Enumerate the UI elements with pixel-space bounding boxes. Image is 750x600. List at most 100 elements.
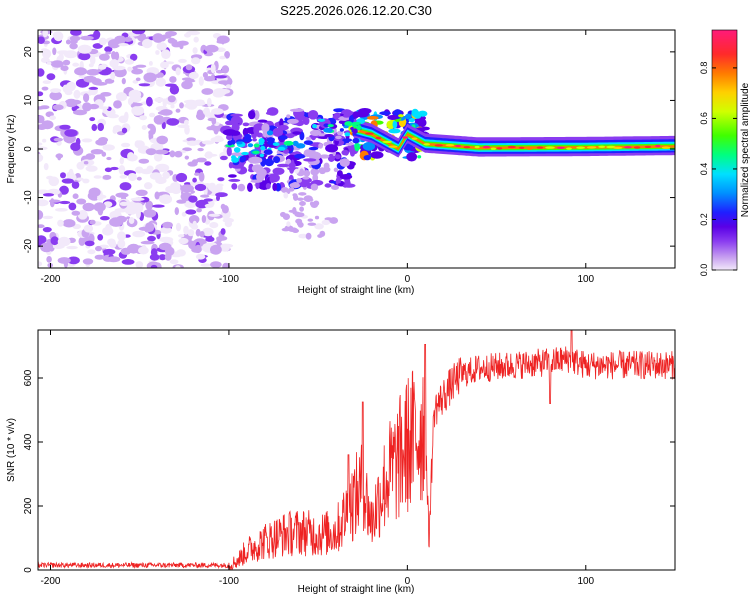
spectral-blob bbox=[141, 125, 147, 130]
spectral-blob bbox=[131, 102, 143, 107]
spectral-blob bbox=[55, 208, 68, 212]
spectral-blob bbox=[42, 215, 54, 220]
spectral-blob bbox=[278, 135, 288, 141]
spectral-blob bbox=[260, 145, 266, 151]
spectral-blob bbox=[226, 134, 233, 140]
spectral-blob bbox=[76, 177, 84, 181]
spectral-blob bbox=[108, 241, 117, 248]
spectral-blob bbox=[118, 43, 129, 47]
spectral-blob bbox=[186, 137, 196, 142]
spectral-blob bbox=[219, 55, 226, 60]
spectral-blob bbox=[298, 192, 307, 196]
spectral-blob bbox=[317, 118, 326, 122]
spectral-blob bbox=[303, 170, 311, 177]
spectral-blob bbox=[178, 58, 187, 63]
spectral-blob bbox=[124, 111, 129, 122]
spectral-blob bbox=[196, 208, 202, 213]
spectral-blob bbox=[202, 140, 215, 145]
spectral-blob bbox=[314, 223, 324, 230]
spectral-blob bbox=[206, 97, 212, 107]
spectral-blob bbox=[68, 168, 74, 176]
spectral-blob bbox=[247, 182, 253, 192]
spectral-blob bbox=[104, 46, 113, 53]
spectral-blob bbox=[195, 253, 206, 260]
spectral-blob bbox=[218, 80, 231, 85]
figure-title: S225.2026.026.12.20.C30 bbox=[280, 3, 432, 18]
spectral-blob bbox=[265, 111, 273, 115]
spectral-blob bbox=[88, 63, 94, 68]
spectral-blob bbox=[161, 49, 171, 60]
spectral-blob bbox=[272, 142, 280, 147]
spectral-blob bbox=[82, 102, 92, 112]
spectral-blob bbox=[283, 192, 289, 199]
spectral-blob bbox=[155, 77, 166, 87]
spectral-blob bbox=[307, 222, 317, 226]
spectral-blob bbox=[388, 128, 401, 134]
spectral-blob bbox=[308, 146, 319, 151]
spectral-blob bbox=[277, 163, 290, 168]
spectral-blob bbox=[204, 153, 218, 157]
spectral-blob bbox=[405, 113, 412, 120]
spectral-blob bbox=[57, 219, 64, 227]
spectral-blob bbox=[319, 154, 330, 159]
spectral-blob bbox=[93, 175, 102, 179]
spectral-blob bbox=[50, 88, 62, 93]
spectral-blob bbox=[119, 175, 128, 179]
spectral-blob bbox=[307, 218, 314, 222]
tone-peak bbox=[490, 147, 496, 150]
spectral-blob bbox=[305, 232, 312, 240]
spectral-blob bbox=[299, 206, 304, 212]
spectral-blob bbox=[149, 112, 156, 118]
spectral-blob bbox=[83, 75, 97, 83]
spectral-blob bbox=[71, 210, 81, 216]
spectral-blob bbox=[38, 91, 44, 97]
spectral-blob bbox=[110, 166, 119, 171]
spectral-blob bbox=[118, 165, 126, 175]
spectral-blob bbox=[62, 59, 71, 66]
spectral-blob bbox=[66, 245, 78, 250]
spectral-blob bbox=[323, 127, 333, 133]
spectral-blob bbox=[216, 236, 222, 243]
spectral-blob bbox=[84, 240, 95, 247]
spectral-blob bbox=[176, 249, 186, 257]
spectral-blob bbox=[225, 144, 235, 148]
spectral-blob bbox=[38, 106, 45, 110]
spectral-blob bbox=[211, 118, 217, 125]
tone-band bbox=[353, 128, 675, 151]
spectral-blob bbox=[41, 48, 48, 52]
spectral-blob bbox=[175, 222, 182, 232]
spectral-blob bbox=[135, 77, 141, 82]
spectral-blob bbox=[72, 193, 79, 199]
spectral-blob bbox=[208, 213, 220, 217]
spectral-blob bbox=[150, 264, 158, 268]
spectral-blob bbox=[42, 30, 48, 38]
spectral-blob bbox=[64, 129, 78, 137]
spectral-blob bbox=[121, 77, 126, 85]
spectral-blob bbox=[318, 143, 323, 149]
spectral-blob bbox=[186, 140, 199, 146]
spectral-blob bbox=[98, 37, 107, 46]
spectral-blob bbox=[127, 173, 137, 181]
spectral-blob bbox=[73, 109, 87, 116]
spectral-blob bbox=[100, 92, 112, 97]
spectral-blob bbox=[183, 99, 197, 104]
spectral-blob bbox=[312, 173, 319, 182]
spectral-blob bbox=[184, 33, 191, 38]
spectral-blob bbox=[149, 253, 160, 261]
spectral-blob bbox=[258, 138, 265, 144]
spectral-blob bbox=[159, 194, 173, 205]
spectral-blob bbox=[60, 65, 69, 71]
spectral-blob bbox=[48, 199, 61, 203]
spectral-blob bbox=[104, 78, 115, 84]
spectral-blob bbox=[255, 172, 265, 182]
spectral-blob bbox=[52, 47, 57, 56]
spectral-blob bbox=[46, 256, 52, 263]
spectral-blob bbox=[192, 47, 198, 54]
spectral-blob bbox=[123, 37, 133, 42]
y-tick-label: 20 bbox=[23, 46, 34, 58]
tone-peak bbox=[598, 145, 606, 148]
spectral-blob bbox=[41, 86, 49, 91]
spectral-blob bbox=[72, 62, 80, 67]
spectral-blob bbox=[194, 244, 202, 254]
spectral-blob bbox=[196, 109, 204, 118]
